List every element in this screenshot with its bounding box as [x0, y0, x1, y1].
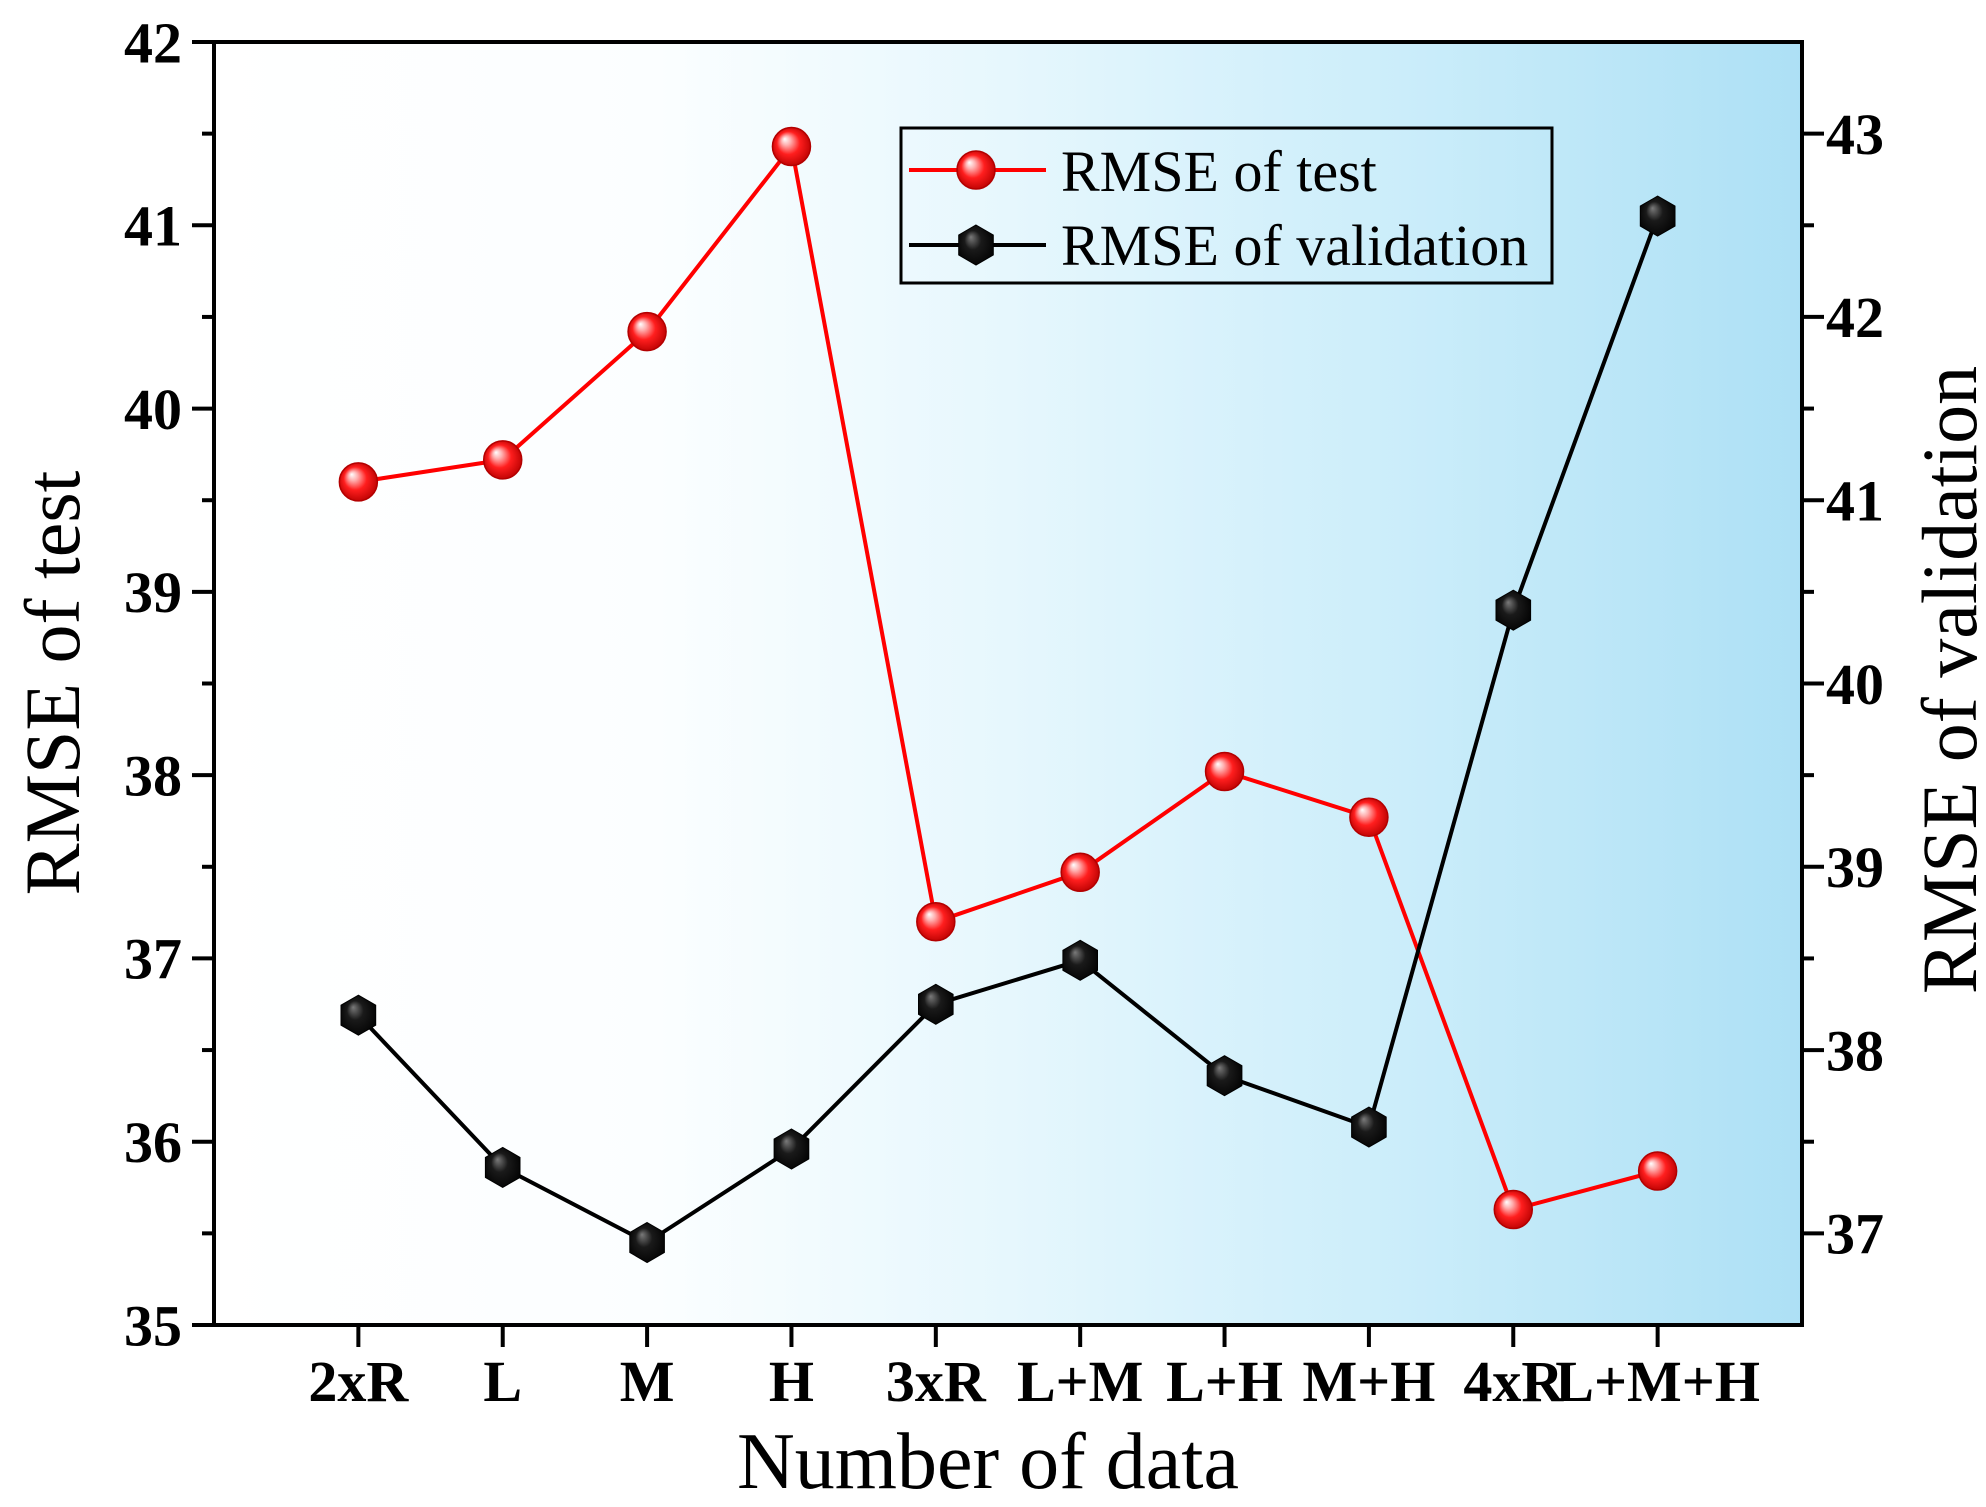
- series-line-test: [358, 144, 1659, 1212]
- y-right-tick-label: 41: [1826, 469, 1884, 534]
- y-left-tick-label: 35: [124, 1293, 182, 1358]
- test-point: [338, 462, 379, 502]
- series-line-validation: [356, 215, 1660, 1245]
- x-tick-label: L+H: [1166, 1349, 1283, 1414]
- y-left-tick-label: 41: [124, 194, 182, 259]
- test-point: [1204, 751, 1245, 792]
- y-left-tick-label: 37: [124, 927, 182, 992]
- plot-background: [214, 42, 1802, 1325]
- y-right-tick-label: 37: [1826, 1202, 1884, 1267]
- axis-ticks: [192, 40, 1824, 1347]
- y-left-tick-label: 39: [124, 560, 182, 625]
- legend-marker-test-sphere: [956, 150, 996, 190]
- legend-box: [899, 126, 1554, 285]
- legend: RMSE of test RMSE of validation: [899, 126, 1554, 285]
- test-point: [1349, 797, 1389, 838]
- series-lines: [356, 144, 1660, 1245]
- legend-marker-validation-hexagon: [958, 224, 994, 266]
- x-tick-label: H: [769, 1349, 814, 1414]
- y-right-tick-label: 38: [1826, 1018, 1884, 1083]
- x-tick-label: M: [620, 1349, 675, 1414]
- validation-point: [1495, 589, 1532, 631]
- validation-point: [1351, 1106, 1387, 1148]
- test-point: [1637, 1151, 1678, 1191]
- x-tick-label: M+H: [1302, 1349, 1435, 1414]
- x-tick-label: 2xR: [308, 1349, 409, 1414]
- x-tick-label: L+M+H: [1555, 1349, 1760, 1414]
- test-point: [916, 902, 956, 942]
- y-left-tick-label: 42: [124, 10, 182, 75]
- validation-point: [1206, 1055, 1243, 1097]
- x-tick-label: L+M: [1017, 1349, 1143, 1414]
- test-point: [482, 440, 523, 480]
- legend-label-test: RMSE of test: [1061, 139, 1377, 204]
- y-right-tick-label: 43: [1826, 102, 1884, 167]
- x-tick-label: 4xR: [1463, 1349, 1564, 1414]
- validation-point: [629, 1221, 665, 1264]
- validation-point: [773, 1128, 810, 1170]
- test-point: [1493, 1189, 1534, 1230]
- validation-point: [1062, 939, 1098, 981]
- validation-point: [340, 994, 377, 1036]
- axis-tick-labels: 35 36 37 38 39 40 41 42 37 38 39 40 41 42 43 2xR L M H 3xR L…: [124, 10, 1884, 1414]
- y-right-tick-label: 39: [1826, 835, 1884, 900]
- test-point: [771, 126, 812, 167]
- y-left-tick-label: 36: [124, 1110, 182, 1175]
- y-left-tick-label: 38: [124, 743, 182, 808]
- x-tick-label: 3xR: [886, 1349, 987, 1414]
- y-right-tick-label: 42: [1826, 285, 1884, 350]
- validation-point: [484, 1146, 521, 1188]
- y-left-tick-label: 40: [124, 377, 182, 442]
- legend-label-validation: RMSE of validation: [1061, 213, 1528, 278]
- x-tick-label: L: [483, 1349, 522, 1414]
- y-axis-title-left: RMSE of test: [9, 470, 96, 895]
- x-axis-title: Number of data: [737, 1418, 1239, 1506]
- y-axis-title-right: RMSE of validation: [1906, 366, 1986, 994]
- y-right-tick-label: 40: [1826, 652, 1884, 717]
- test-point: [627, 311, 667, 352]
- series-markers: [338, 126, 1678, 1264]
- test-point: [1060, 852, 1100, 893]
- validation-point: [1639, 195, 1676, 237]
- validation-point: [918, 983, 954, 1025]
